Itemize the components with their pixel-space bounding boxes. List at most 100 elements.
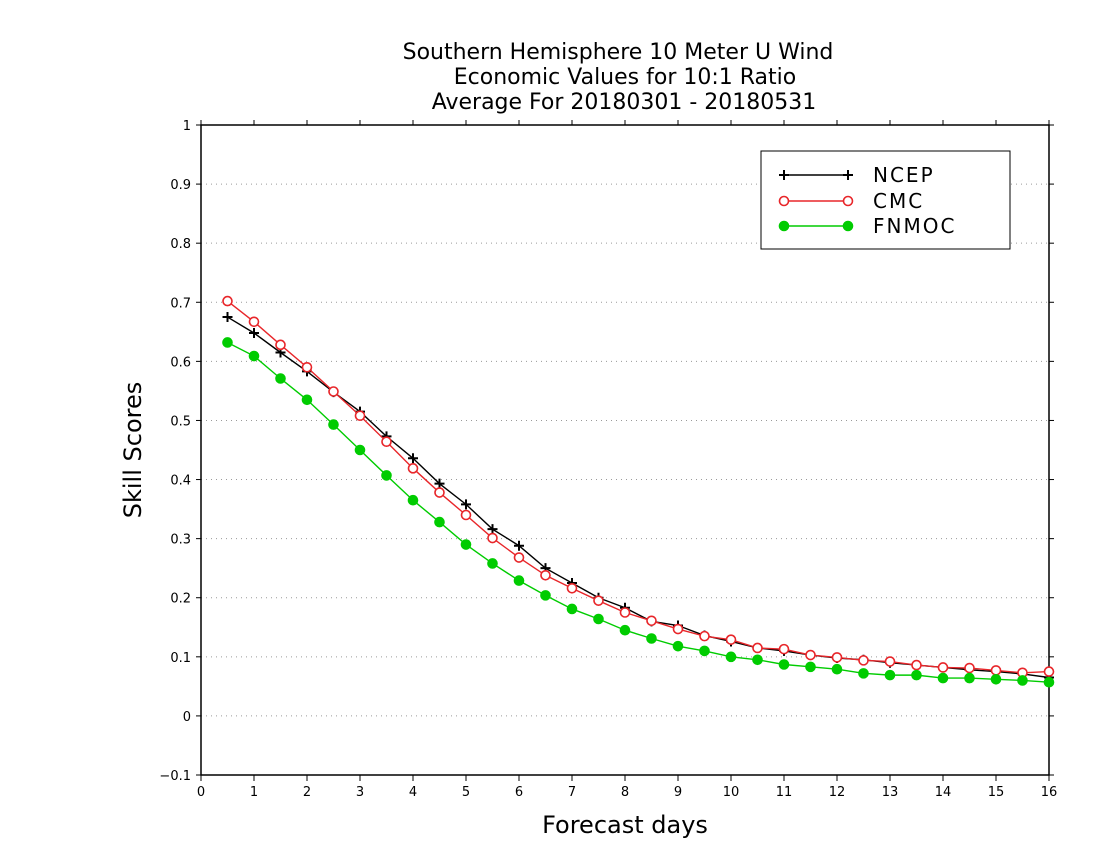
grid (201, 183, 1049, 717)
x-tick-label: 14 (935, 785, 952, 800)
data-point-fnmoc (937, 672, 949, 684)
legend-entry-cmc: CMC (778, 189, 924, 213)
x-tick-label: 3 (356, 785, 364, 800)
x-tick-label: 9 (674, 785, 682, 800)
data-point-fnmoc (752, 654, 763, 666)
x-tick-label: 13 (882, 785, 899, 800)
x-tick-label: 4 (409, 785, 417, 800)
data-point-cmc (964, 662, 975, 674)
data-point-cmc (593, 595, 604, 606)
chart-title: Southern Hemisphere 10 Meter U Wind Econ… (403, 40, 834, 115)
data-point-cmc (778, 643, 790, 655)
data-point-cmc (434, 487, 445, 498)
data-point-cmc (407, 463, 419, 474)
x-tick-label: 7 (568, 785, 576, 800)
series-line-fnmoc (227, 341, 1050, 683)
y-tick-label: 0.6 (170, 355, 191, 370)
data-point-cmc (354, 410, 366, 422)
y-axis-label: Skill Scores (119, 382, 147, 519)
data-point-cmc (487, 532, 498, 544)
legend-label-cmc: CMC (873, 189, 924, 213)
y-tick-label: 1 (183, 119, 191, 134)
legend-marker-cmc (842, 195, 854, 207)
data-point-ncep (487, 524, 498, 535)
data-point-cmc (540, 569, 551, 581)
data-point-fnmoc (1017, 675, 1028, 686)
data-point-fnmoc (593, 613, 604, 625)
data-point-ncep (222, 312, 233, 323)
data-point-cmc (831, 652, 843, 663)
data-point-fnmoc (301, 394, 313, 406)
data-point-fnmoc (434, 516, 445, 528)
x-tick-label: 15 (988, 785, 1005, 800)
data-point-cmc (672, 623, 684, 635)
data-point-fnmoc (248, 350, 260, 362)
data-point-fnmoc (222, 337, 233, 348)
x-tick-label: 11 (776, 785, 793, 800)
y-tick-label: 0.4 (170, 474, 191, 489)
series-cmc (222, 295, 1055, 679)
y-axis: −0.1 0 0.1 0.2 0.3 0.4 0.5 0.6 0.7 0.8 0.9 1 (159, 119, 1054, 784)
legend-entry-ncep: NCEP (779, 163, 935, 187)
legend-label-fnmoc: FNMOC (873, 214, 956, 238)
x-tick-label: 5 (462, 785, 470, 800)
data-point-ncep (249, 328, 259, 338)
data-point-cmc (699, 630, 710, 642)
data-point-cmc (275, 339, 286, 351)
legend-marker-ncep (843, 170, 853, 180)
data-point-cmc (884, 656, 896, 667)
data-point-fnmoc (1043, 676, 1055, 688)
data-point-cmc (460, 509, 472, 521)
data-point-cmc (301, 361, 313, 373)
y-tick-label: 0.8 (170, 237, 191, 252)
data-point-cmc (381, 436, 392, 448)
data-point-ncep (514, 540, 524, 551)
data-point-cmc (990, 665, 1002, 676)
y-tick-label: 0.2 (170, 592, 191, 607)
data-point-ncep (408, 453, 418, 464)
data-point-cmc (566, 582, 578, 594)
data-point-fnmoc (460, 539, 472, 550)
data-point-fnmoc (328, 419, 339, 430)
chart-title-line-2: Economic Values for 10:1 Ratio (454, 65, 796, 90)
data-point-cmc (513, 552, 525, 563)
data-point-cmc (222, 295, 233, 307)
data-point-cmc (725, 634, 737, 645)
data-point-fnmoc (381, 470, 392, 481)
x-tick-label: 6 (515, 785, 523, 800)
legend-box (760, 150, 1011, 250)
legend-marker-ncep (779, 170, 789, 180)
data-point-fnmoc (354, 444, 366, 456)
legend-marker-fnmoc (842, 220, 854, 232)
x-tick-label: 16 (1041, 785, 1058, 800)
x-tick-label: 8 (621, 785, 629, 800)
y-tick-label: 0.3 (170, 533, 191, 548)
data-point-fnmoc (990, 673, 1002, 685)
chart-title-line-3: Average For 20180301 - 20180531 (432, 90, 817, 115)
legend-label-ncep: NCEP (873, 163, 935, 187)
data-point-fnmoc (725, 651, 737, 663)
data-point-fnmoc (699, 645, 710, 657)
series-fnmoc (222, 337, 1055, 688)
data-point-fnmoc (540, 590, 551, 601)
x-tick-label: 0 (197, 785, 205, 800)
data-point-fnmoc (619, 624, 631, 636)
x-tick-label: 1 (250, 785, 258, 800)
data-point-fnmoc (566, 603, 578, 615)
series-line-cmc (227, 300, 1050, 674)
legend-marker-cmc (778, 195, 790, 207)
data-point-fnmoc (672, 640, 684, 652)
series-layer (222, 295, 1055, 688)
data-point-fnmoc (805, 661, 816, 673)
chart-title-line-1: Southern Hemisphere 10 Meter U Wind (403, 40, 834, 65)
data-point-fnmoc (275, 373, 286, 384)
legend-marker-fnmoc (778, 220, 790, 232)
y-tick-label: −0.1 (159, 769, 191, 784)
data-point-fnmoc (646, 633, 657, 644)
data-point-cmc (805, 649, 816, 661)
data-point-cmc (911, 659, 922, 671)
y-tick-label: 0.1 (170, 651, 191, 666)
data-point-ncep (434, 478, 445, 489)
x-tick-label: 2 (303, 785, 311, 800)
